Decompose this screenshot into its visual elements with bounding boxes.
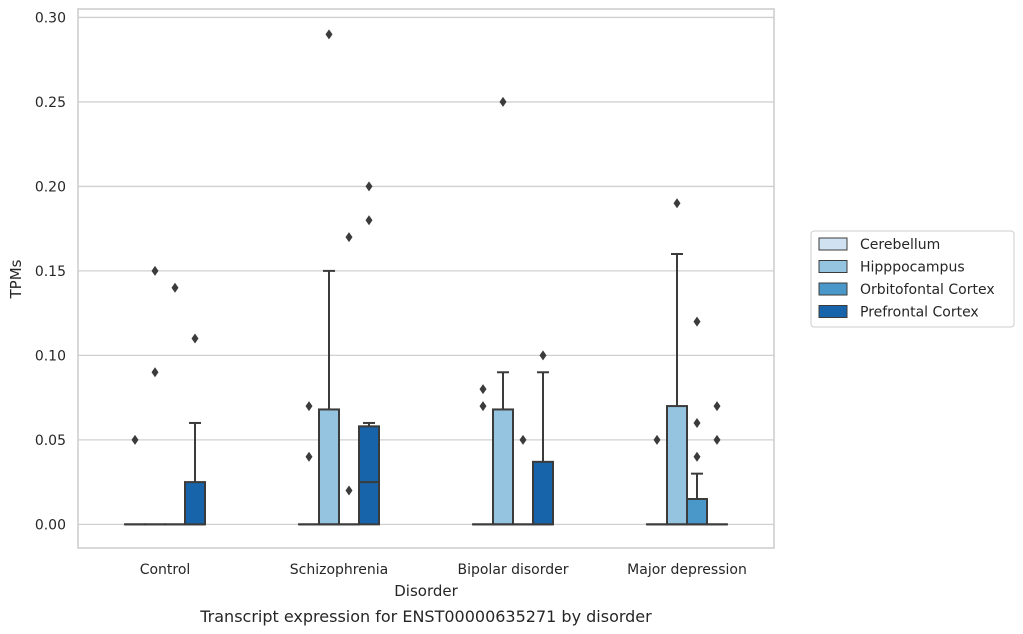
legend-frame [810, 230, 1015, 328]
outlier-point [325, 29, 333, 40]
outlier-point [171, 282, 179, 293]
box-group [298, 401, 320, 526]
box-rect [492, 408, 514, 526]
y-tick-label: 0.15 [35, 264, 66, 280]
y-tick-label: 0.10 [35, 348, 66, 364]
outlier-point [693, 316, 701, 327]
box-group [532, 350, 554, 526]
box-group [512, 434, 534, 526]
outlier-point [479, 384, 487, 395]
box-group [164, 282, 186, 526]
box-rect [686, 498, 708, 526]
outlier-point [365, 181, 373, 192]
y-tick-label: 0.30 [35, 10, 66, 26]
x-axis-label: Disorder [394, 582, 458, 600]
outlier-point [151, 367, 159, 378]
outlier-point [713, 401, 721, 412]
y-tick-label: 0.05 [35, 433, 66, 449]
legend-entry: Cerebellum [860, 237, 940, 253]
box-group [492, 96, 514, 526]
outlier-point [713, 434, 721, 445]
box-group [686, 316, 708, 526]
y-axis-label: TPMs [7, 259, 25, 299]
box-group [318, 29, 340, 526]
outlier-point [345, 485, 353, 496]
outlier-point [365, 215, 373, 226]
box-rect [184, 481, 206, 526]
box-marks [124, 29, 728, 526]
box-group [706, 401, 728, 526]
box-group [184, 333, 206, 526]
x-tick-label: Bipolar disorder [457, 562, 568, 578]
legend-swatch [818, 305, 848, 318]
box-group [358, 181, 380, 526]
x-tick-labels: Control Schizophrenia Bipolar disorder Majo… [140, 562, 747, 578]
legend: Cerebellum Hipppocampus Orbitofontal Corte… [810, 230, 1015, 328]
outlier-point [693, 417, 701, 428]
box-group [124, 434, 146, 526]
legend-entry: Orbitofontal Cortex [860, 282, 995, 298]
box-group [338, 232, 360, 526]
y-tick-label: 0.25 [35, 95, 66, 111]
box-rect [358, 425, 380, 526]
x-tick-label: Schizophrenia [290, 562, 388, 578]
legend-swatch [818, 282, 848, 296]
plot-frame [77, 8, 775, 549]
box-group [472, 384, 494, 526]
outlier-point [673, 198, 681, 209]
outlier-point [539, 350, 547, 361]
box-group [144, 265, 166, 526]
outlier-point [305, 401, 313, 412]
box-rect [318, 408, 340, 526]
legend-entry: Prefrontal Cortex [860, 305, 979, 321]
outlier-point [653, 434, 661, 445]
box-rect [666, 405, 688, 526]
outlier-point [191, 333, 199, 344]
box-group [666, 198, 688, 526]
legend-swatch [818, 237, 848, 251]
x-tick-label: Control [140, 562, 191, 578]
y-tick-label: 0.20 [35, 179, 66, 195]
outlier-point [131, 434, 139, 445]
outlier-point [693, 451, 701, 462]
y-tick-labels: 0.00 0.05 0.10 0.15 0.20 0.25 0.30 [35, 10, 66, 533]
outlier-point [305, 451, 313, 462]
legend-swatch [818, 260, 848, 273]
chart-caption: Transcript expression for ENST0000063527… [199, 607, 652, 626]
outlier-point [519, 434, 527, 445]
outlier-point [479, 401, 487, 412]
legend-entry: Hipppocampus [860, 260, 965, 276]
box-group [646, 434, 668, 526]
outlier-point [151, 265, 159, 276]
outlier-point [345, 232, 353, 243]
x-tick-label: Major depression [627, 562, 747, 578]
outlier-point [499, 96, 507, 107]
y-tick-label: 0.00 [35, 517, 66, 533]
box-rect [532, 460, 554, 526]
